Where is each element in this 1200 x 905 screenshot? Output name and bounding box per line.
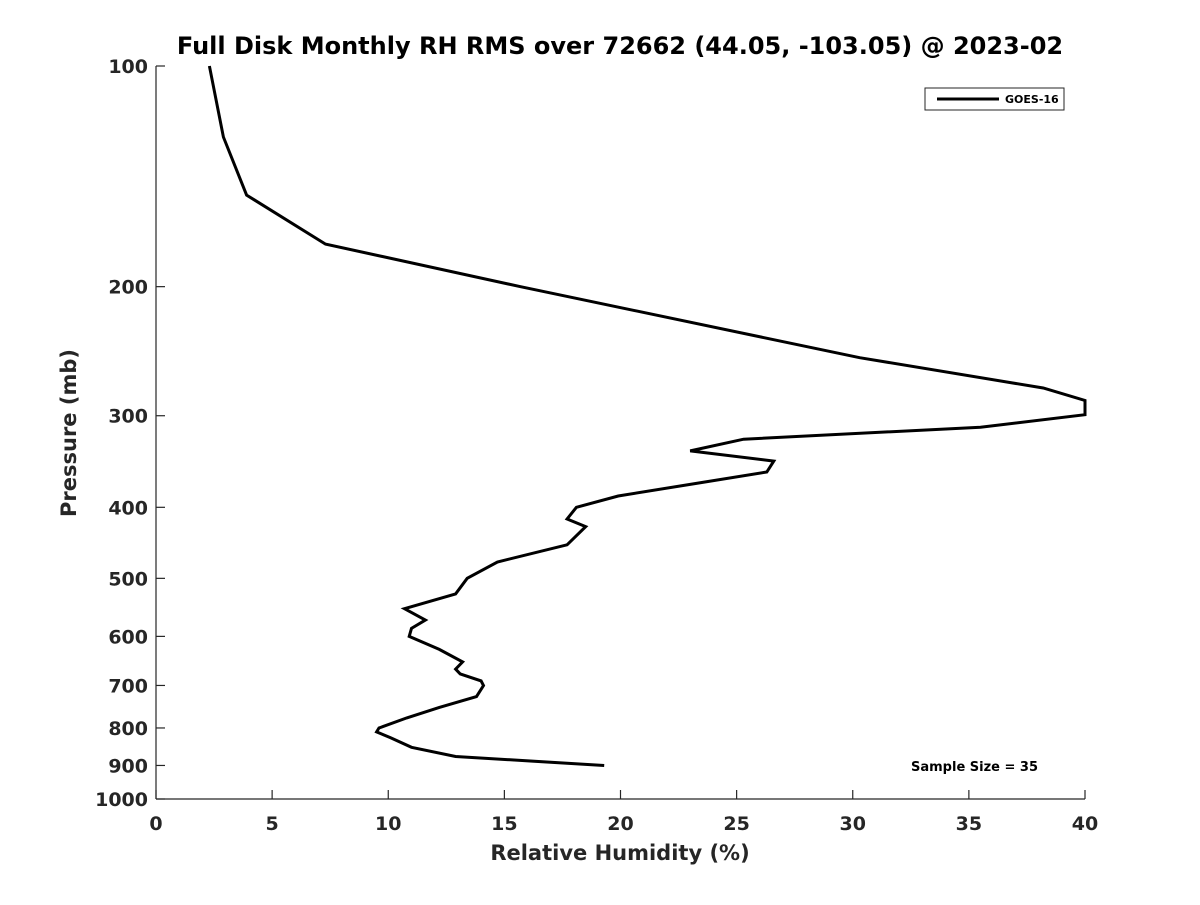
x-tick-label: 20: [607, 813, 633, 835]
y-tick-label: 200: [108, 277, 148, 299]
y-axis-title: Pressure (mb): [57, 349, 81, 517]
x-tick-label: 0: [149, 813, 162, 835]
series-layer: [207, 65, 1087, 767]
y-tick-label: 100: [108, 56, 148, 78]
y-tick-label: 1000: [95, 789, 148, 811]
legend-label-goes16: GOES-16: [1005, 93, 1059, 106]
y-tick-label: 600: [108, 626, 148, 648]
x-tick-label: 10: [375, 813, 401, 835]
sample-size-annotation: Sample Size = 35: [911, 760, 1038, 775]
y-ticks: 100 200 300 400 500 600 700 800 900 1000: [95, 56, 165, 811]
y-tick-label: 300: [108, 406, 148, 428]
chart-title: Full Disk Monthly RH RMS over 72662 (44.…: [177, 32, 1063, 60]
x-tick-label: 5: [266, 813, 279, 835]
y-tick-label: 800: [108, 718, 148, 740]
series-line-goes16: [207, 65, 1087, 767]
y-tick-label: 900: [108, 755, 148, 777]
x-axis-title: Relative Humidity (%): [490, 841, 749, 865]
x-tick-label: 30: [840, 813, 866, 835]
x-ticks: 0 5 10 15 20 25 30 35 40: [149, 790, 1098, 835]
y-tick-label: 400: [108, 497, 148, 519]
y-tick-label: 700: [108, 675, 148, 697]
legend: GOES-16: [924, 87, 1065, 111]
x-tick-label: 25: [723, 813, 749, 835]
x-tick-label: 40: [1072, 813, 1098, 835]
x-tick-label: 35: [956, 813, 982, 835]
x-tick-label: 15: [491, 813, 517, 835]
y-tick-label: 500: [108, 568, 148, 590]
